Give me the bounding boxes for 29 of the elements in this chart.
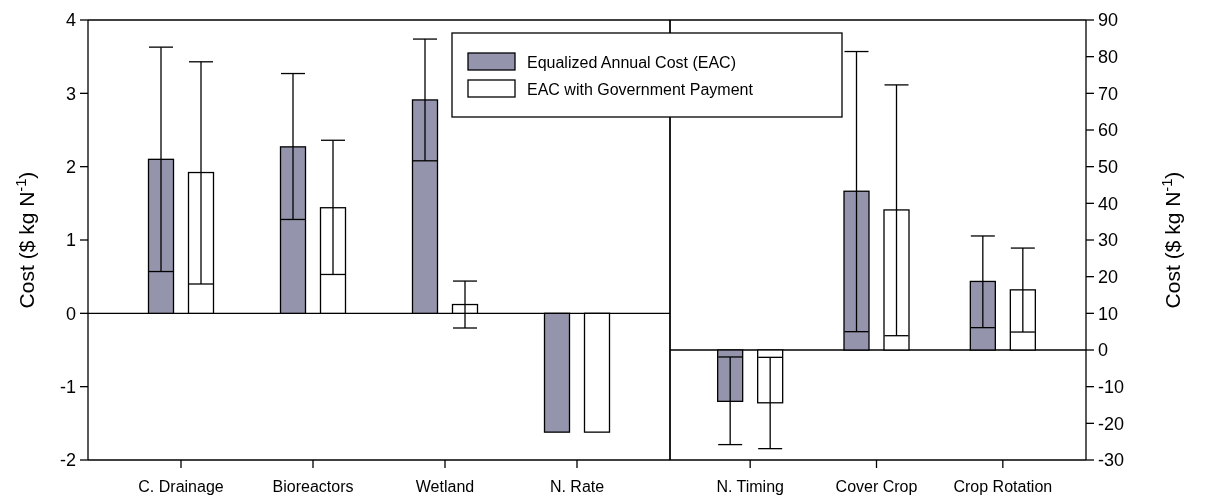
y2-tick-label: 90 xyxy=(1098,10,1119,31)
x-tick-label: N. Timing xyxy=(716,478,784,495)
y2-tick-label: -20 xyxy=(1098,413,1125,434)
y2-tick-label: 80 xyxy=(1098,46,1119,67)
y2-tick-label: 60 xyxy=(1098,120,1119,141)
y2-tick-label: 50 xyxy=(1098,156,1119,177)
x-tick-label: Bioreactors xyxy=(272,478,354,495)
y2-tick-label: 10 xyxy=(1098,303,1119,324)
y-tick-label: 0 xyxy=(65,303,76,324)
y2-tick-label: 0 xyxy=(1098,340,1109,361)
x-tick-label: Crop Rotation xyxy=(953,478,1053,495)
y-tick-label: -1 xyxy=(59,376,76,397)
y-tick-label: -2 xyxy=(59,450,76,471)
y-tick-label: 3 xyxy=(65,83,76,104)
y2-tick-label: 20 xyxy=(1098,266,1119,287)
y2-tick-label: 70 xyxy=(1098,83,1119,104)
x-tick-label: C. Drainage xyxy=(138,478,224,495)
x-tick-label: N. Rate xyxy=(549,478,605,495)
y2-tick-label: -30 xyxy=(1098,450,1125,471)
y-tick-label: 1 xyxy=(65,230,76,251)
y-tick-label: 4 xyxy=(65,10,76,31)
y2-tick-label: -10 xyxy=(1098,376,1125,397)
y-tick-label: 2 xyxy=(65,156,76,177)
x-tick-label: Wetland xyxy=(415,478,475,495)
legend-label: EAC with Government Payment xyxy=(527,80,754,98)
legend-label: Equalized Annual Cost (EAC) xyxy=(527,53,736,71)
x-tick-label: Cover Crop xyxy=(835,478,918,495)
y2-tick-label: 30 xyxy=(1098,230,1119,251)
y2-tick-label: 40 xyxy=(1098,193,1119,214)
